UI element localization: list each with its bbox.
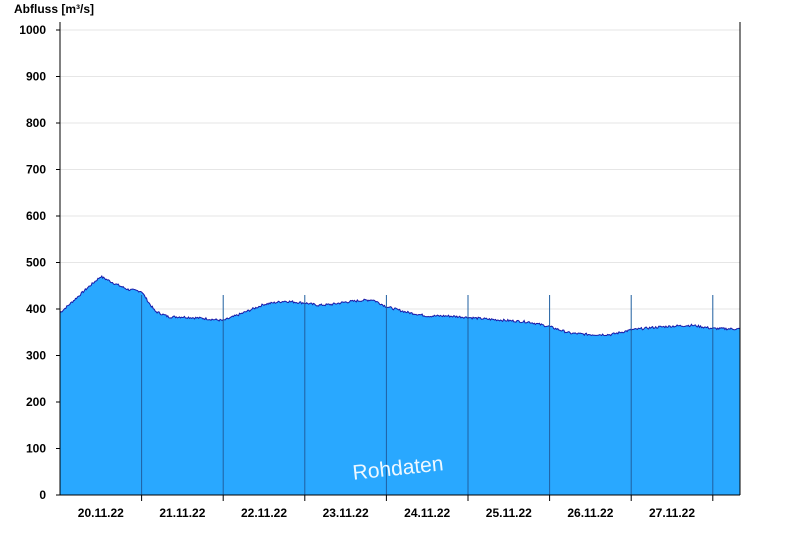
y-axis-title: Abfluss [m³/s] — [14, 2, 94, 16]
y-tick-label: 600 — [26, 209, 46, 223]
x-tick-label: 22.11.22 — [241, 506, 287, 520]
y-tick-label: 100 — [26, 442, 46, 456]
x-tick-label: 25.11.22 — [486, 506, 532, 520]
series-area — [59, 274, 741, 495]
axes — [59, 22, 741, 496]
y-tick-label: 800 — [26, 116, 46, 130]
y-tick-label: 400 — [26, 302, 46, 316]
y-tick-label: 700 — [26, 163, 46, 177]
series-fill — [60, 276, 740, 495]
y-ticks: 0 100 200 300 400 500 600 700 800 900 1000 — [19, 23, 60, 502]
y-tick-label: 900 — [26, 70, 46, 84]
x-tick-label: 20.11.22 — [78, 506, 124, 520]
x-ticks: 20.11.22 21.11.22 22.11.22 23.11.22 24.11.22… — [78, 495, 714, 520]
day-boundaries — [141, 295, 714, 495]
y-tick-label: 300 — [26, 349, 46, 363]
x-tick-label: 26.11.22 — [567, 506, 613, 520]
y-tick-label: 200 — [26, 395, 46, 409]
y-tick-label: 500 — [26, 256, 46, 270]
x-tick-label: 21.11.22 — [159, 506, 205, 520]
y-tick-label: 0 — [39, 488, 46, 502]
series-line — [59, 274, 741, 337]
y-tick-label: 1000 — [19, 23, 46, 37]
x-tick-label: 23.11.22 — [323, 506, 369, 520]
x-tick-label: 24.11.22 — [404, 506, 450, 520]
x-tick-label: 27.11.22 — [649, 506, 695, 520]
